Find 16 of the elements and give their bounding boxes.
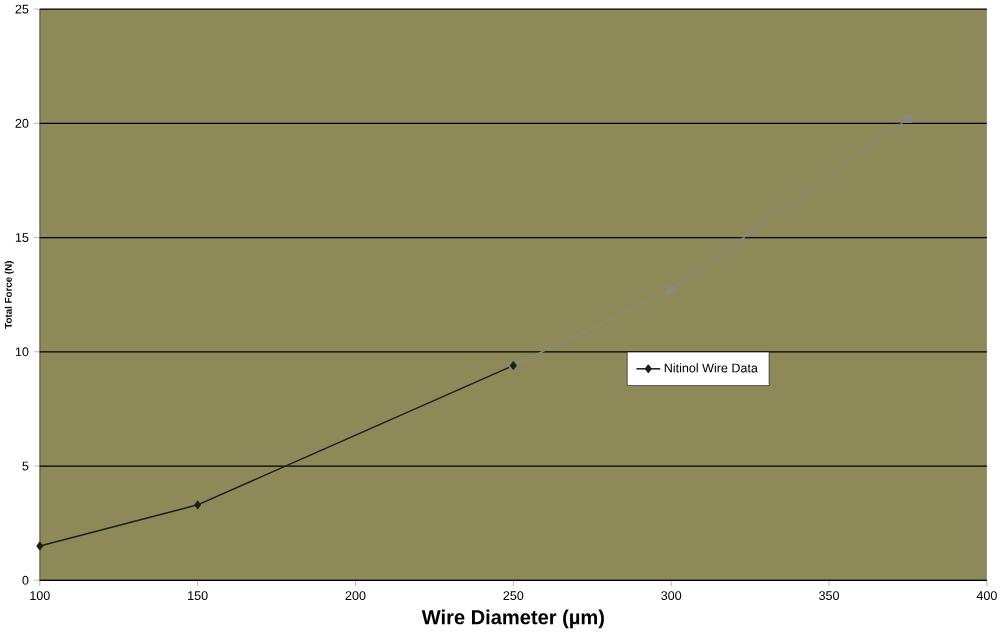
y-tick-label: 10	[15, 347, 29, 357]
x-tick-label: 200	[345, 591, 366, 601]
x-axis-title: Wire Diameter (µm)	[421, 609, 604, 629]
x-tick-label: 150	[188, 591, 208, 601]
y-tick-label: 0	[22, 575, 29, 585]
x-tick-label: 300	[661, 591, 682, 601]
y-tick-label: 20	[15, 118, 29, 128]
y-tick-label: 5	[22, 461, 29, 471]
legend-label: Nitinol Wire Data	[664, 363, 758, 373]
x-tick-label: 400	[976, 591, 997, 601]
y-tick-label: 15	[15, 233, 29, 242]
y-axis-title: Total Force (N)	[4, 261, 14, 329]
x-tick-label: 100	[30, 591, 50, 601]
x-tick-label: 250	[503, 591, 524, 601]
y-tick-label: 25	[15, 4, 29, 14]
x-tick-label: 350	[819, 591, 840, 601]
